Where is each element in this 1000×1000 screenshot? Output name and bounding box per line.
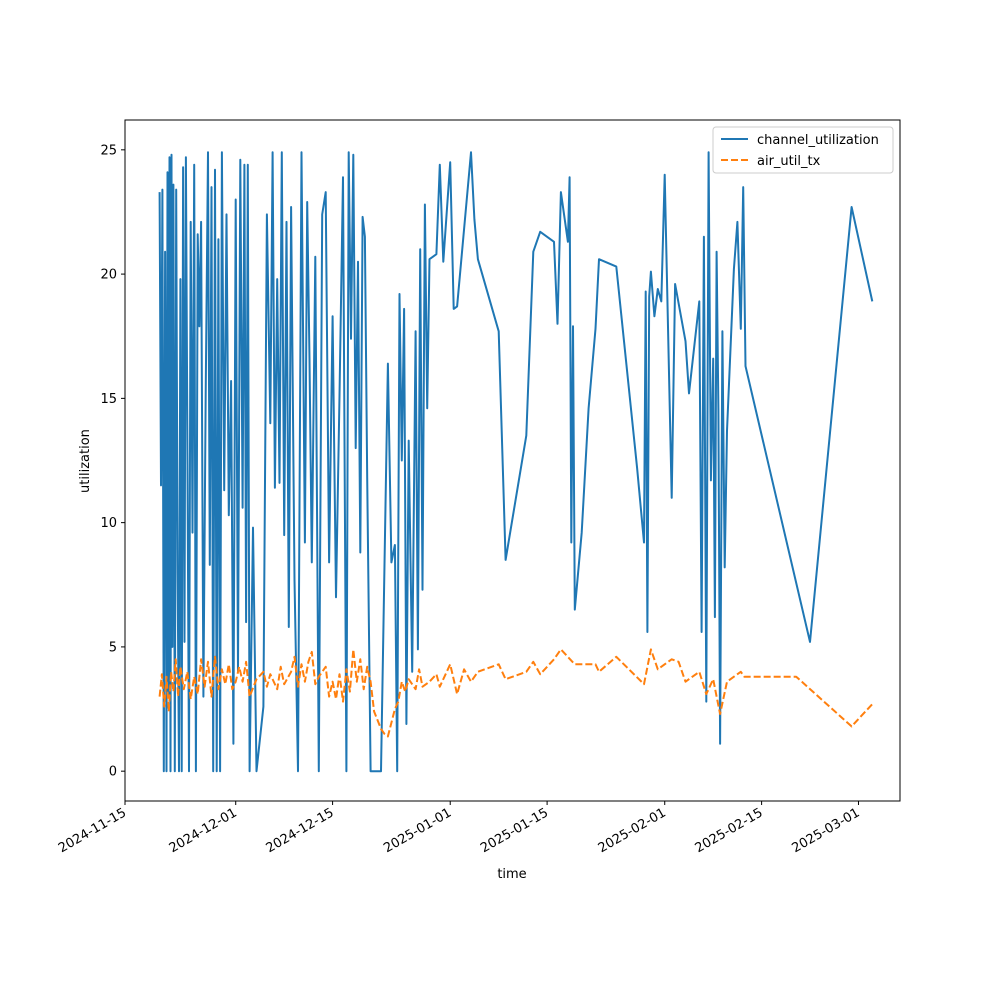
plot-frame bbox=[124, 119, 901, 802]
y-tick-label: 0 bbox=[109, 765, 117, 780]
y-tick-label: 5 bbox=[109, 640, 117, 655]
x-axis: 2024-11-15 2024-12-01 2024-12-15 2025-01-01… bbox=[56, 801, 862, 856]
plot-area bbox=[124, 119, 901, 802]
x-axis-label: time bbox=[497, 867, 526, 882]
x-tick-label: 2024-11-15 bbox=[56, 805, 129, 856]
series-line-channel-utilization bbox=[158, 151, 874, 773]
x-tick-label: 2025-01-01 bbox=[381, 805, 454, 856]
y-axis: 0 5 10 15 20 25 bbox=[100, 143, 125, 780]
legend-box bbox=[712, 126, 894, 174]
series-line-air-util-tx bbox=[158, 648, 874, 738]
x-tick-label: 2025-02-01 bbox=[596, 805, 669, 856]
x-tick-label: 2024-12-01 bbox=[167, 805, 240, 856]
series-layer bbox=[158, 151, 874, 773]
legend: channel_utilization air_util_tx bbox=[712, 126, 894, 174]
y-tick-label: 15 bbox=[100, 392, 117, 407]
y-axis-label: utilization bbox=[78, 429, 93, 493]
x-tick-label: 2024-12-15 bbox=[264, 805, 337, 856]
y-tick-label: 20 bbox=[100, 268, 117, 283]
y-tick-label: 10 bbox=[100, 516, 117, 531]
legend-label-channel-utilization: channel_utilization bbox=[757, 133, 879, 148]
x-tick-label: 2025-02-15 bbox=[693, 805, 766, 856]
x-tick-label: 2025-01-15 bbox=[478, 805, 551, 856]
legend-label-air-util-tx: air_util_tx bbox=[757, 154, 821, 169]
y-tick-label: 25 bbox=[100, 143, 117, 158]
x-tick-label: 2025-03-01 bbox=[790, 805, 863, 856]
